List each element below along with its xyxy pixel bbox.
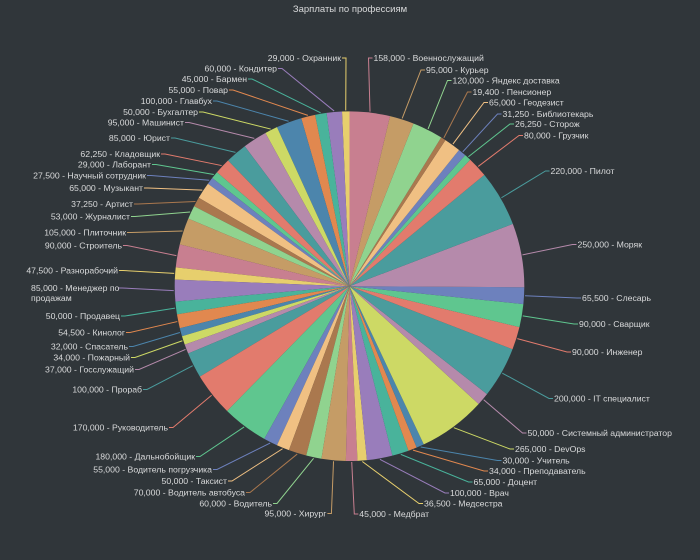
svg-text:27,500 - Научный сотрудник: 27,500 - Научный сотрудник: [33, 171, 146, 181]
svg-text:180,000 - Дальнобойщик: 180,000 - Дальнобойщик: [95, 452, 195, 462]
svg-text:120,000 - Яндекс доставка: 120,000 - Яндекс доставка: [453, 76, 560, 86]
svg-text:30,000 - Учитель: 30,000 - Учитель: [503, 456, 571, 466]
svg-text:19,400 - Пенсионер: 19,400 - Пенсионер: [473, 87, 552, 97]
svg-text:90,000 - Инженер: 90,000 - Инженер: [572, 347, 643, 357]
svg-text:80,000 - Грузчик: 80,000 - Грузчик: [524, 131, 589, 141]
svg-text:85,000 - Юрист: 85,000 - Юрист: [109, 133, 170, 143]
svg-text:36,500 - Медсестра: 36,500 - Медсестра: [424, 499, 503, 509]
svg-text:37,250 - Артист: 37,250 - Артист: [71, 199, 133, 209]
svg-text:65,000 - Доцент: 65,000 - Доцент: [474, 477, 538, 487]
svg-text:158,000 - Военнослужащий: 158,000 - Военнослужащий: [374, 53, 485, 63]
svg-text:50,000 - Таксист: 50,000 - Таксист: [162, 476, 227, 486]
svg-text:34,000 - Пожарный: 34,000 - Пожарный: [53, 353, 130, 363]
svg-text:продажам: продажам: [31, 293, 72, 303]
svg-text:100,000 - Прораб: 100,000 - Прораб: [72, 385, 142, 395]
svg-text:50,000 - Бухгалтер: 50,000 - Бухгалтер: [123, 107, 198, 117]
svg-text:62,250 - Кладовщик: 62,250 - Кладовщик: [80, 149, 160, 159]
svg-text:31,250 - Библиотекарь: 31,250 - Библиотекарь: [503, 109, 594, 119]
svg-text:50,000 - Продавец: 50,000 - Продавец: [46, 311, 120, 321]
svg-text:60,000 - Кондитер: 60,000 - Кондитер: [205, 64, 278, 74]
svg-text:170,000 - Руководитель: 170,000 - Руководитель: [73, 423, 169, 433]
svg-text:54,500 - Кинолог: 54,500 - Кинолог: [58, 328, 125, 338]
svg-text:29,000 - Лаборант: 29,000 - Лаборант: [78, 160, 151, 170]
svg-text:265,000 - DevOps: 265,000 - DevOps: [515, 444, 586, 454]
svg-text:53,000 - Журналист: 53,000 - Журналист: [51, 212, 130, 222]
svg-text:65,000 - Музыкант: 65,000 - Музыкант: [69, 183, 143, 193]
svg-text:29,000 - Охранник: 29,000 - Охранник: [268, 53, 341, 63]
svg-text:95,000 - Машинист: 95,000 - Машинист: [108, 118, 184, 128]
svg-text:65,500 - Слесарь: 65,500 - Слесарь: [582, 293, 651, 303]
svg-text:90,000 - Сварщик: 90,000 - Сварщик: [579, 319, 650, 329]
svg-text:34,000 - Преподаватель: 34,000 - Преподаватель: [489, 466, 586, 476]
svg-text:105,000 - Плиточник: 105,000 - Плиточник: [44, 228, 126, 238]
svg-text:65,000 - Геодезист: 65,000 - Геодезист: [489, 98, 564, 108]
svg-text:32,000 - Спасатель: 32,000 - Спасатель: [51, 342, 129, 352]
svg-text:26,250 - Сторож: 26,250 - Сторож: [515, 119, 580, 129]
svg-text:45,000 - Медбрат: 45,000 - Медбрат: [359, 509, 429, 519]
svg-text:100,000 - Главбух: 100,000 - Главбух: [141, 96, 213, 106]
svg-text:37,000 - Госслужащий: 37,000 - Госслужащий: [45, 365, 134, 375]
svg-text:55,000 - Повар: 55,000 - Повар: [168, 85, 228, 95]
svg-text:55,000 - Водитель погрузчика: 55,000 - Водитель погрузчика: [93, 465, 212, 475]
svg-text:90,000 - Строитель: 90,000 - Строитель: [45, 241, 123, 251]
svg-text:85,000 - Менеджер по: 85,000 - Менеджер по: [31, 283, 120, 293]
svg-text:70,000 - Водитель автобуса: 70,000 - Водитель автобуса: [134, 488, 245, 498]
svg-text:200,000 - IT специалист: 200,000 - IT специалист: [554, 394, 650, 404]
svg-text:45,000 - Бармен: 45,000 - Бармен: [182, 74, 247, 84]
svg-text:47,500 - Разнорабочий: 47,500 - Разнорабочий: [26, 266, 118, 276]
svg-text:50,000 - Системный администрат: 50,000 - Системный администратор: [528, 428, 673, 438]
svg-text:100,000 - Врач: 100,000 - Врач: [450, 488, 509, 498]
svg-text:95,000 - Курьер: 95,000 - Курьер: [426, 65, 489, 75]
svg-text:Зарплаты по профессиям: Зарплаты по профессиям: [293, 4, 407, 15]
svg-text:95,000 - Хирург: 95,000 - Хирург: [264, 509, 326, 519]
svg-text:60,000 - Водитель: 60,000 - Водитель: [199, 499, 272, 509]
svg-text:220,000 - Пилот: 220,000 - Пилот: [551, 166, 615, 176]
svg-text:250,000 - Моряк: 250,000 - Моряк: [578, 240, 643, 250]
